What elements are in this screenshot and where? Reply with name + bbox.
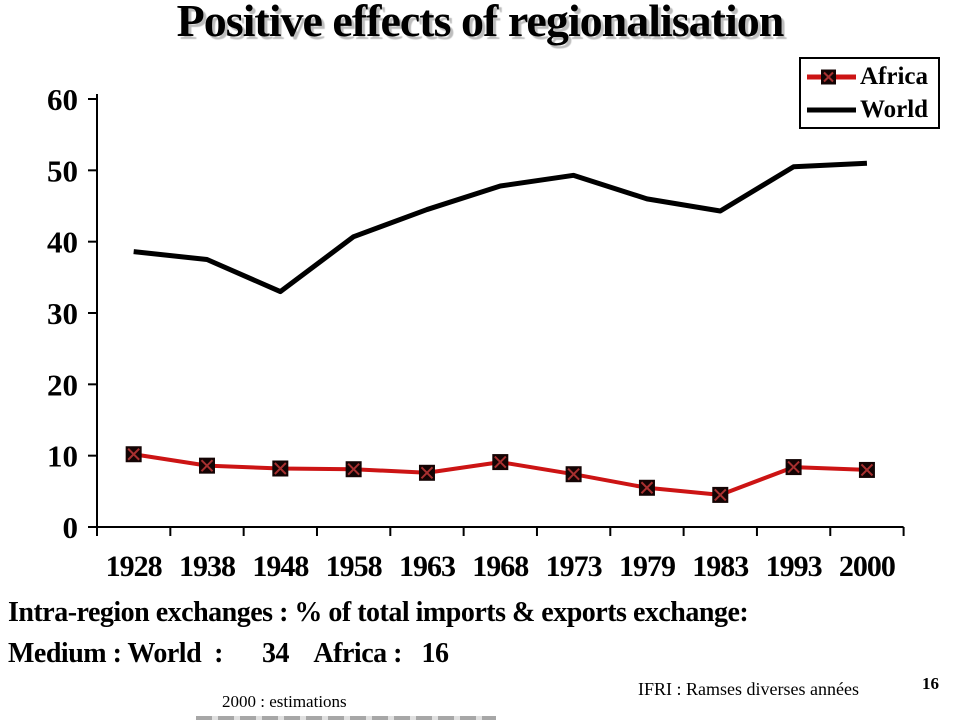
page-number: 16 (922, 674, 939, 693)
caption-block: Intra-region exchanges : % of total impo… (8, 597, 958, 679)
legend-label-world: World (860, 96, 929, 123)
legend-item-africa: Africa (806, 61, 938, 93)
legend-item-world: World (806, 94, 938, 126)
footnote-source: IFRI : Ramses diverses années (638, 679, 859, 699)
svg-text:1983: 1983 (692, 550, 748, 583)
slide-title: Positive effects of regionalisation (176, 0, 785, 46)
svg-text:1948: 1948 (252, 550, 308, 583)
clipped-text-strip (196, 716, 496, 720)
svg-text:1928: 1928 (106, 550, 162, 583)
svg-text:1993: 1993 (766, 550, 822, 583)
svg-text:1973: 1973 (546, 550, 602, 583)
svg-text:2000: 2000 (839, 550, 895, 583)
africa-series-icon (806, 68, 860, 86)
svg-text:60: 60 (47, 82, 78, 117)
caption-line-1: Intra-region exchanges : % of total impo… (8, 597, 749, 628)
line-chart: 0 10 20 30 40 50 60 1928 1938 1948 1958 1963 1968 197… (47, 82, 905, 583)
svg-text:1938: 1938 (179, 550, 235, 583)
svg-text:40: 40 (47, 225, 78, 260)
svg-text:1958: 1958 (326, 550, 382, 583)
svg-text:10: 10 (47, 439, 78, 474)
caption-line-2: Medium : World : 34 Africa : 16 (8, 638, 449, 669)
svg-text:30: 30 (47, 296, 78, 331)
svg-text:0: 0 (63, 510, 79, 545)
svg-text:50: 50 (47, 153, 78, 188)
svg-text:1979: 1979 (619, 550, 675, 583)
svg-text:1968: 1968 (472, 550, 528, 583)
svg-text:1963: 1963 (399, 550, 455, 583)
chart-legend: Africa World (799, 57, 940, 129)
legend-label-africa: Africa (860, 63, 929, 90)
svg-text:20: 20 (47, 367, 78, 402)
footnote-estimations: 2000 : estimations (222, 692, 347, 711)
world-series-icon (806, 101, 860, 119)
